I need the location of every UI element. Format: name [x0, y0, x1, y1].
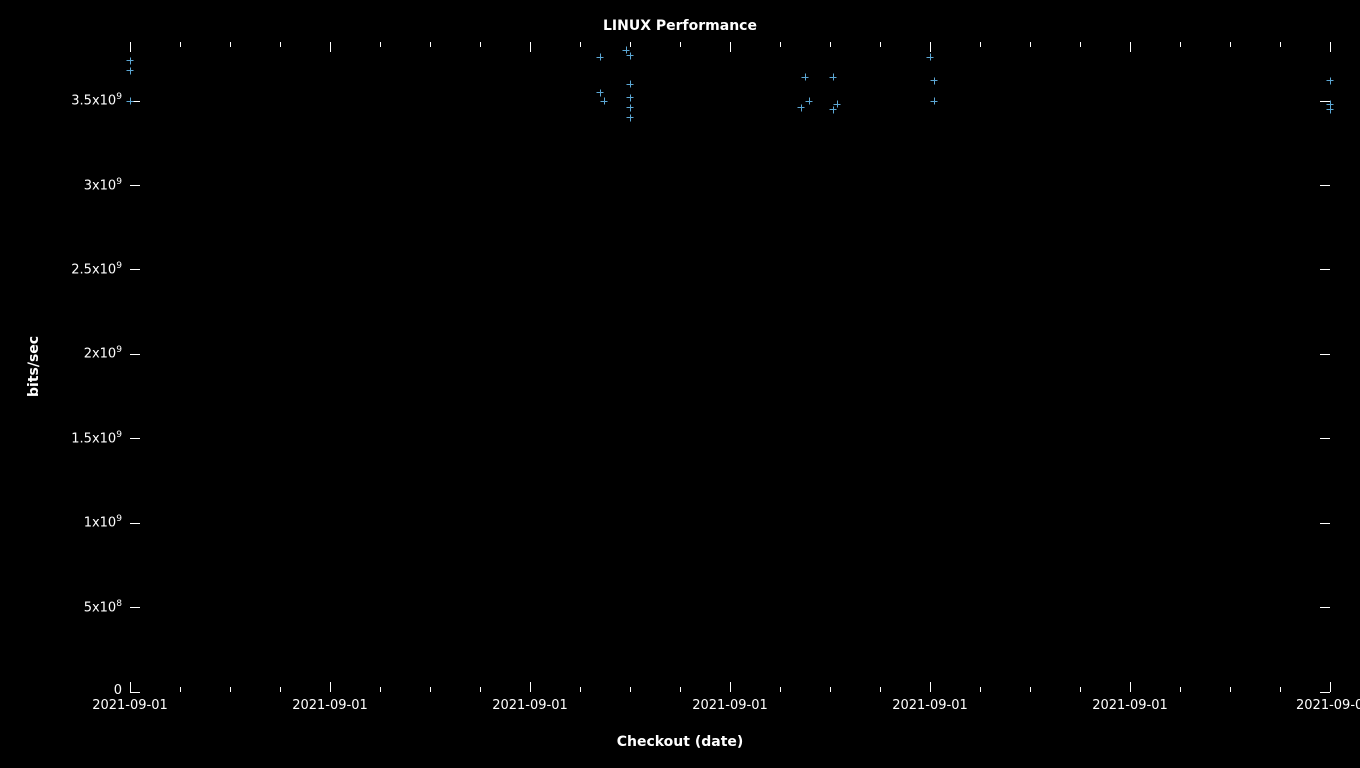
- x-minor-tick-mark-top: [830, 42, 831, 47]
- x-minor-tick-mark: [1080, 687, 1081, 692]
- linux-performance-chart: LINUX Performance bits/sec Checkout (dat…: [0, 0, 1360, 768]
- x-minor-tick-mark: [180, 687, 181, 692]
- x-minor-tick-mark: [580, 687, 581, 692]
- y-tick-mark: [130, 354, 140, 355]
- x-minor-tick-mark-top: [980, 42, 981, 47]
- y-tick-mark-right: [1320, 607, 1330, 608]
- x-tick-label: 2021-09-01: [692, 698, 768, 713]
- x-tick-mark-top: [530, 42, 531, 52]
- y-tick-mark: [130, 607, 140, 608]
- x-minor-tick-mark-top: [680, 42, 681, 47]
- x-minor-tick-mark-top: [480, 42, 481, 47]
- x-minor-tick-mark-top: [1030, 42, 1031, 47]
- x-minor-tick-mark-top: [1280, 42, 1281, 47]
- y-tick-label: 3x109: [84, 177, 122, 193]
- y-tick-mark-right: [1320, 438, 1330, 439]
- y-tick-mark: [130, 185, 140, 186]
- y-axis-label: bits/sec: [26, 336, 42, 397]
- y-tick-mark-right: [1320, 692, 1330, 693]
- y-tick-label: 1x109: [84, 514, 122, 530]
- x-minor-tick-mark-top: [1230, 42, 1231, 47]
- x-minor-tick-mark-top: [430, 42, 431, 47]
- x-minor-tick-mark: [880, 687, 881, 692]
- x-minor-tick-mark: [830, 687, 831, 692]
- x-minor-tick-mark-top: [630, 42, 631, 47]
- x-tick-mark-top: [330, 42, 331, 52]
- x-tick-label: 2021-09-0: [1296, 698, 1360, 713]
- x-minor-tick-mark-top: [580, 42, 581, 47]
- x-minor-tick-mark: [480, 687, 481, 692]
- x-tick-mark-top: [130, 42, 131, 52]
- x-minor-tick-mark-top: [1180, 42, 1181, 47]
- x-minor-tick-mark: [380, 687, 381, 692]
- x-minor-tick-mark: [1030, 687, 1031, 692]
- x-minor-tick-mark: [1180, 687, 1181, 692]
- x-tick-mark-top: [730, 42, 731, 52]
- x-minor-tick-mark: [1230, 687, 1231, 692]
- y-tick-mark-right: [1320, 185, 1330, 186]
- x-minor-tick-mark-top: [1080, 42, 1081, 47]
- y-tick-label: 3.5x109: [71, 92, 122, 108]
- x-tick-label: 2021-09-01: [1092, 698, 1168, 713]
- x-tick-mark: [330, 682, 331, 692]
- x-tick-label: 2021-09-01: [292, 698, 368, 713]
- x-minor-tick-mark: [430, 687, 431, 692]
- y-tick-label: 1.5x109: [71, 430, 122, 446]
- y-tick-mark-right: [1320, 523, 1330, 524]
- x-minor-tick-mark: [780, 687, 781, 692]
- y-tick-mark: [130, 438, 140, 439]
- y-tick-mark: [130, 523, 140, 524]
- x-minor-tick-mark-top: [780, 42, 781, 47]
- x-minor-tick-mark-top: [880, 42, 881, 47]
- x-tick-mark: [730, 682, 731, 692]
- x-minor-tick-mark-top: [280, 42, 281, 47]
- y-tick-label: 0: [114, 683, 122, 698]
- x-minor-tick-mark-top: [380, 42, 381, 47]
- x-minor-tick-mark: [280, 687, 281, 692]
- y-tick-mark-right: [1320, 269, 1330, 270]
- x-minor-tick-mark: [680, 687, 681, 692]
- y-tick-mark: [130, 692, 140, 693]
- x-tick-mark: [1130, 682, 1131, 692]
- x-tick-mark: [130, 682, 131, 692]
- y-tick-mark: [130, 269, 140, 270]
- x-minor-tick-mark: [230, 687, 231, 692]
- y-tick-mark-right: [1320, 354, 1330, 355]
- y-tick-label: 2.5x109: [71, 261, 122, 277]
- x-axis-label: Checkout (date): [0, 734, 1360, 750]
- y-tick-mark-right: [1320, 101, 1330, 102]
- x-tick-mark-top: [1330, 42, 1331, 52]
- y-tick-label: 2x109: [84, 345, 122, 361]
- y-tick-label: 5x108: [84, 599, 122, 615]
- x-tick-mark: [530, 682, 531, 692]
- x-minor-tick-mark-top: [180, 42, 181, 47]
- plot-area: [130, 42, 1330, 692]
- x-minor-tick-mark: [1280, 687, 1281, 692]
- y-tick-mark: [130, 101, 140, 102]
- x-minor-tick-mark-top: [230, 42, 231, 47]
- x-tick-mark: [930, 682, 931, 692]
- x-tick-label: 2021-09-01: [892, 698, 968, 713]
- x-tick-mark-top: [930, 42, 931, 52]
- x-tick-mark: [1330, 682, 1331, 692]
- x-tick-label: 2021-09-01: [492, 698, 568, 713]
- chart-title: LINUX Performance: [0, 18, 1360, 34]
- x-tick-label: 2021-09-01: [92, 698, 168, 713]
- x-minor-tick-mark: [630, 687, 631, 692]
- x-tick-mark-top: [1130, 42, 1131, 52]
- x-minor-tick-mark: [980, 687, 981, 692]
